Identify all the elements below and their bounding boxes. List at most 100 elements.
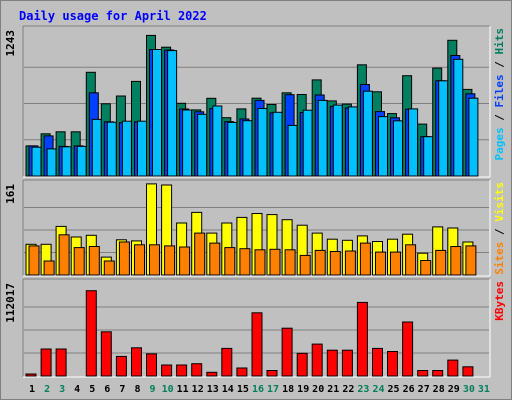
bar-sites-day-23 [359,242,371,276]
bar-sites-day-24 [375,251,386,276]
x-tick-label: 19 [297,384,309,395]
bar-sites-day-10 [164,245,176,276]
x-tick-label: 12 [192,384,204,395]
legend-entry: KBytes [493,281,506,321]
legend-entry: / [493,108,506,128]
x-tick-label: 31 [478,384,490,395]
bar-sites-day-27 [420,260,432,276]
bar-sites-day-2 [43,260,55,276]
legend-entry: / [493,55,506,75]
bar-sites-day-6 [103,260,115,276]
bar-pages-day-13 [212,105,223,177]
legend-entry: Sites [493,242,506,275]
bar-kbytes-day-29 [447,359,459,377]
x-tick-label: 23 [357,384,369,395]
bar-kbytes-day-14 [221,347,233,377]
x-tick-label: 1 [29,384,35,395]
bar-kbytes-day-12 [191,363,203,377]
bar-kbytes-day-9 [146,353,157,377]
bar-pages-day-6 [106,121,117,177]
bar-pages-day-7 [121,120,132,177]
bar-pages-day-22 [347,106,358,177]
bar-pages-day-1 [31,146,42,177]
bar-kbytes-day-18 [281,327,293,377]
bar-kbytes-day-2 [40,348,52,377]
x-tick-label: 20 [312,384,324,395]
bar-pages-day-26 [408,108,419,177]
bar-kbytes-day-20 [311,343,323,377]
x-tick-label: 26 [403,384,415,395]
bar-kbytes-day-22 [341,349,353,377]
bar-pages-day-14 [227,122,238,177]
bar-kbytes-day-1 [25,373,37,377]
bar-pages-day-8 [137,120,147,177]
bar-kbytes-day-15 [236,367,248,377]
legend-entry: Files [493,74,506,107]
bar-sites-day-25 [390,251,401,276]
bar-kbytes-day-21 [326,349,338,377]
bar-sites-day-13 [209,242,221,276]
x-tick-label: 15 [237,384,249,395]
bar-kbytes-day-28 [432,370,444,377]
x-tick-label: 2 [44,384,50,395]
bar-sites-day-26 [405,244,417,276]
bar-pages-day-17 [272,111,283,177]
bar-pages-day-21 [332,104,343,177]
x-tick-label: 6 [104,384,110,395]
bar-pages-day-24 [378,116,388,177]
bar-pages-day-18 [287,124,298,177]
bar-sites-day-3 [58,234,70,276]
bar-kbytes-day-24 [372,347,383,377]
legend-entry: / [493,222,506,242]
panel-bottom-legend: KBytes [493,281,506,321]
x-tick-label: 4 [74,384,80,395]
bar-kbytes-day-6 [100,331,112,377]
x-tick-label: 24 [372,384,384,395]
bar-sites-day-12 [194,232,206,276]
bar-pages-day-4 [76,145,87,177]
panel-top-max-label: 1243 [4,30,17,57]
bar-kbytes-day-10 [161,364,173,377]
bar-pages-day-27 [423,136,434,177]
bar-pages-day-15 [242,120,253,177]
bar-sites-day-21 [329,251,341,276]
bar-sites-day-7 [118,241,130,276]
bar-kbytes-day-3 [55,348,67,377]
x-tick-label: 21 [327,384,339,395]
bar-kbytes-day-13 [206,371,218,377]
bar-pages-day-23 [362,90,373,177]
x-tick-label: 3 [59,384,65,395]
bar-pages-day-9 [152,49,162,177]
x-tick-label: 30 [463,384,475,395]
bar-kbytes-day-16 [251,312,263,377]
bar-kbytes-day-17 [266,370,278,377]
bar-sites-day-22 [344,250,356,276]
bar-kbytes-day-30 [462,366,474,377]
bar-sites-day-9 [149,244,160,276]
x-tick-label: 9 [149,384,155,395]
bar-sites-day-15 [239,248,251,276]
bar-sites-day-11 [179,246,191,276]
bar-sites-day-4 [73,247,85,276]
panel-middle-legend: Sites / Visits [493,182,506,275]
bar-pages-day-11 [182,109,193,177]
bar-sites-day-30 [465,245,477,276]
x-tick-label: 13 [207,384,219,395]
bar-pages-day-10 [167,50,178,177]
legend-entry: Hits [493,28,506,55]
bar-pages-day-28 [438,80,449,177]
bar-kbytes-day-5 [85,290,97,377]
bar-sites-day-14 [224,247,236,276]
bar-pages-day-16 [257,108,268,177]
x-tick-label: 29 [448,384,460,395]
legend-entry: Pages [493,127,506,160]
bar-sites-day-20 [314,249,326,276]
panel-bottom-max-label: 112017 [4,283,17,323]
bar-sites-day-16 [254,249,266,276]
bar-sites-day-1 [28,245,40,276]
bar-sites-day-19 [299,254,311,276]
bar-kbytes-day-8 [131,347,142,377]
bar-kbytes-day-23 [356,301,368,377]
bar-pages-day-29 [453,58,464,177]
